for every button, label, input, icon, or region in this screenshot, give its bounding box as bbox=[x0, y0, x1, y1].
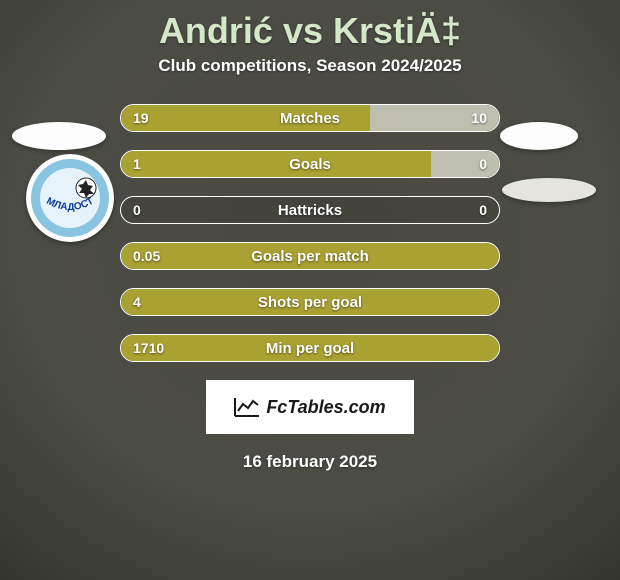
bar-label: Hattricks bbox=[121, 197, 499, 223]
date-label: 16 february 2025 bbox=[0, 452, 620, 472]
bar-value-left: 1 bbox=[133, 151, 141, 177]
ellipse-2 bbox=[502, 178, 596, 202]
bar-label: Goals per match bbox=[121, 243, 499, 269]
footer-brand-text: FcTables.com bbox=[266, 397, 385, 418]
stat-row-goals: Goals1 0 bbox=[120, 150, 500, 178]
ellipse-0 bbox=[12, 122, 106, 150]
bar-label: Min per goal bbox=[121, 335, 499, 361]
footer-brand[interactable]: FcTables.com bbox=[206, 380, 414, 434]
chart-icon bbox=[234, 397, 260, 417]
stat-row-shots-per-goal: Shots per goal4 bbox=[120, 288, 500, 316]
page-title: Andrić vs KrstiÄ‡ bbox=[0, 0, 620, 52]
stat-row-goals-per-match: Goals per match0.05 bbox=[120, 242, 500, 270]
bar-value-left: 0 bbox=[133, 197, 141, 223]
bar-label: Goals bbox=[121, 151, 499, 177]
bar-value-right: 0 bbox=[479, 151, 487, 177]
bar-value-right: 10 bbox=[471, 105, 487, 131]
subtitle: Club competitions, Season 2024/2025 bbox=[0, 56, 620, 76]
bar-value-right: 0 bbox=[479, 197, 487, 223]
stat-row-min-per-goal: Min per goal1710 bbox=[120, 334, 500, 362]
stat-row-matches: Matches19 10 bbox=[120, 104, 500, 132]
bar-value-left: 19 bbox=[133, 105, 149, 131]
bar-label: Shots per goal bbox=[121, 289, 499, 315]
bar-value-left: 1710 bbox=[133, 335, 164, 361]
bar-value-left: 0.05 bbox=[133, 243, 160, 269]
comparison-bars: Matches1910Goals10Hattricks00Goals per m… bbox=[120, 104, 500, 362]
bar-value-left: 4 bbox=[133, 289, 141, 315]
bar-label: Matches bbox=[121, 105, 499, 131]
club-badge: МЛАДОСТ bbox=[26, 154, 114, 242]
stat-row-hattricks: Hattricks0 0 bbox=[120, 196, 500, 224]
ellipse-1 bbox=[500, 122, 578, 150]
